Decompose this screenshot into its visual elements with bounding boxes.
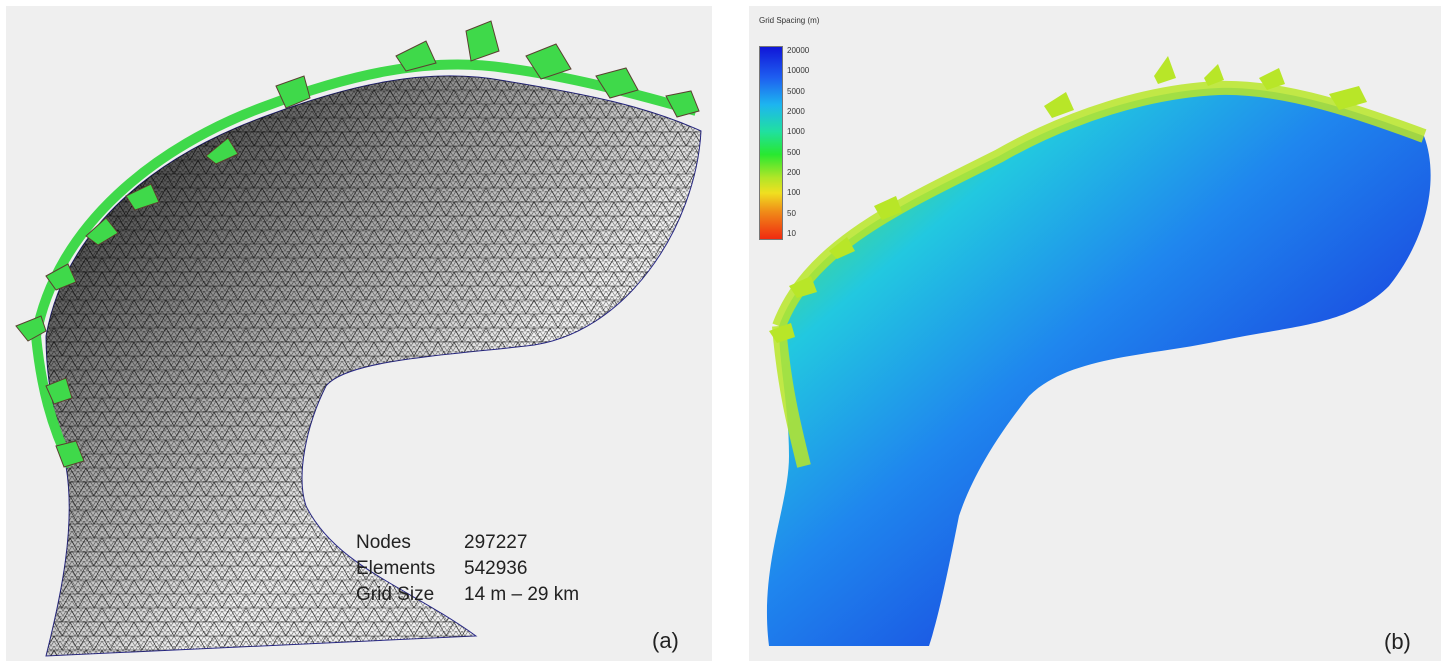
mesh-panel: Nodes 297227 Elements 542936 Grid Size 1… (6, 6, 712, 661)
stat-label: Grid Size (356, 584, 435, 605)
stat-row-elements: Elements 542936 (356, 556, 579, 582)
estuary-patches (15, 20, 700, 468)
stat-row-nodes: Nodes 297227 (356, 530, 579, 556)
stat-label: Elements (356, 558, 436, 579)
spacing-domain (766, 87, 1431, 647)
panel-label-b: (b) (1384, 629, 1411, 654)
colorbar-tick: 5000 (787, 86, 805, 96)
mesh-statistics: Nodes 297227 Elements 542936 Grid Size 1… (356, 530, 579, 608)
stat-value: 14 m – 29 km (464, 584, 580, 605)
stat-label: Nodes (356, 532, 411, 553)
colorbar-tick: 20000 (787, 46, 810, 55)
colorbar-tick: 10 (787, 228, 796, 238)
coastline-band (31, 59, 698, 337)
stat-value: 542936 (464, 558, 528, 579)
colorbar-tick: 500 (787, 147, 801, 157)
estuary-patches (769, 56, 1367, 343)
colorbar-tick: 50 (787, 208, 796, 218)
grid-spacing-map (766, 56, 1431, 647)
grid-spacing-panel: Grid Spacing (m) 20000 10000 5000 2000 1… (749, 6, 1441, 661)
colorbar-ticks: 20000 10000 5000 2000 1000 500 200 100 5… (787, 46, 809, 238)
colorbar-title: Grid Spacing (m) (759, 16, 820, 25)
colorbar-tick: 1000 (787, 127, 805, 137)
stat-row-grid-size: Grid Size 14 m – 29 km (356, 582, 579, 608)
colorbar-tick: 100 (787, 188, 801, 198)
panel-label-a: (a) (652, 628, 679, 653)
colorbar (759, 46, 783, 240)
stat-value: 297227 (464, 532, 528, 553)
shallow-coast-band (772, 80, 1427, 329)
colorbar-tick: 200 (787, 167, 801, 177)
mesh-map (15, 20, 702, 657)
colorbar-tick: 10000 (787, 66, 810, 76)
colorbar-tick: 2000 (787, 106, 805, 116)
